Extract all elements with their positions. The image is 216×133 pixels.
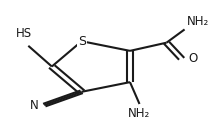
Text: S: S	[78, 35, 86, 48]
Text: HS: HS	[16, 28, 32, 40]
Text: N: N	[30, 99, 39, 112]
Text: NH₂: NH₂	[187, 15, 209, 28]
Text: O: O	[188, 52, 197, 65]
Text: NH₂: NH₂	[128, 107, 151, 120]
